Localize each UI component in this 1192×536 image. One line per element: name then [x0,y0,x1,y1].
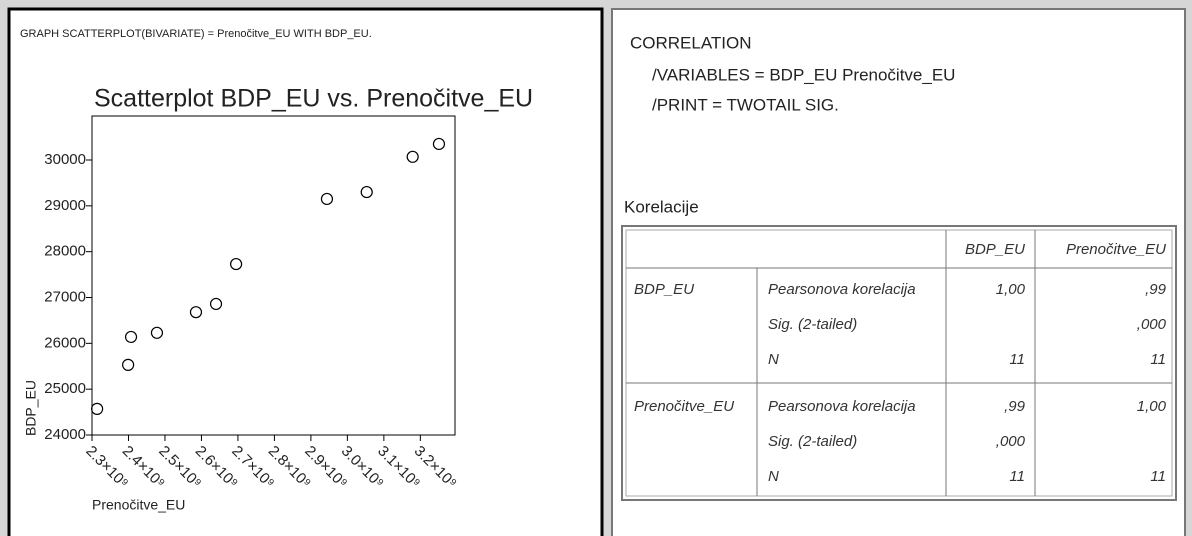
column-header: Prenočitve_EU [1066,241,1166,258]
stat-label: N [768,351,779,368]
point [124,330,138,344]
point [91,402,104,415]
command-line: /VARIABLES = BDP_EU Prenočitve_EU [652,65,955,84]
y-tick-label: 24000 [44,426,86,443]
row-header: BDP_EU [634,281,694,298]
cell: ,99 [1145,281,1167,298]
y-tick-label: 25000 [44,380,86,397]
x-axis-label: Prenočitve_EU [92,497,185,513]
stat-label: N [768,468,779,485]
point [209,297,223,311]
point [360,185,373,199]
point [189,306,203,319]
y-axis-label: BDP_EU [23,380,39,436]
y-tick-label: 27000 [44,288,86,305]
cell: 11 [1009,468,1025,485]
chart-panel [7,7,604,536]
cell: ,000 [1137,316,1167,333]
row-header: Prenočitve_EU [634,398,734,415]
y-tick-label: 30000 [44,151,86,168]
point [432,137,446,151]
point [230,257,243,271]
command: GRAPH SCATTERPLOT(BIVARIATE) = Prenočitv… [20,28,372,40]
stat-label: Sig. (2-tailed) [768,433,857,450]
plot-frame [91,115,456,436]
cell: ,000 [996,433,1026,450]
command-line: CORRELATION [630,33,752,52]
command-line: /PRINT = TWOTAIL SIG. [652,95,839,114]
stat-label: Sig. (2-tailed) [768,316,857,333]
cell: 1,00 [1137,398,1167,415]
point [406,150,419,163]
y-tick-label: 26000 [44,334,86,351]
point [320,192,334,206]
point [150,326,164,339]
cell: ,99 [1004,398,1026,415]
stat-label: Pearsonova korelacija [768,281,916,298]
table-caption: Korelacije [624,197,699,216]
column-header: BDP_EU [965,241,1025,258]
cell: 1,00 [996,281,1026,298]
y-tick-label: 28000 [44,243,86,260]
cell: 11 [1150,468,1166,485]
cell: 11 [1150,351,1166,368]
y-tick-label: 29000 [44,197,86,214]
table [621,225,1177,501]
chart-title: Scatterplot BDP_EU vs. Prenočitve_EU [94,85,533,113]
point [122,358,135,371]
cell: 11 [1009,351,1025,368]
output-panel [611,8,1186,536]
stat-label: Pearsonova korelacija [768,398,916,415]
